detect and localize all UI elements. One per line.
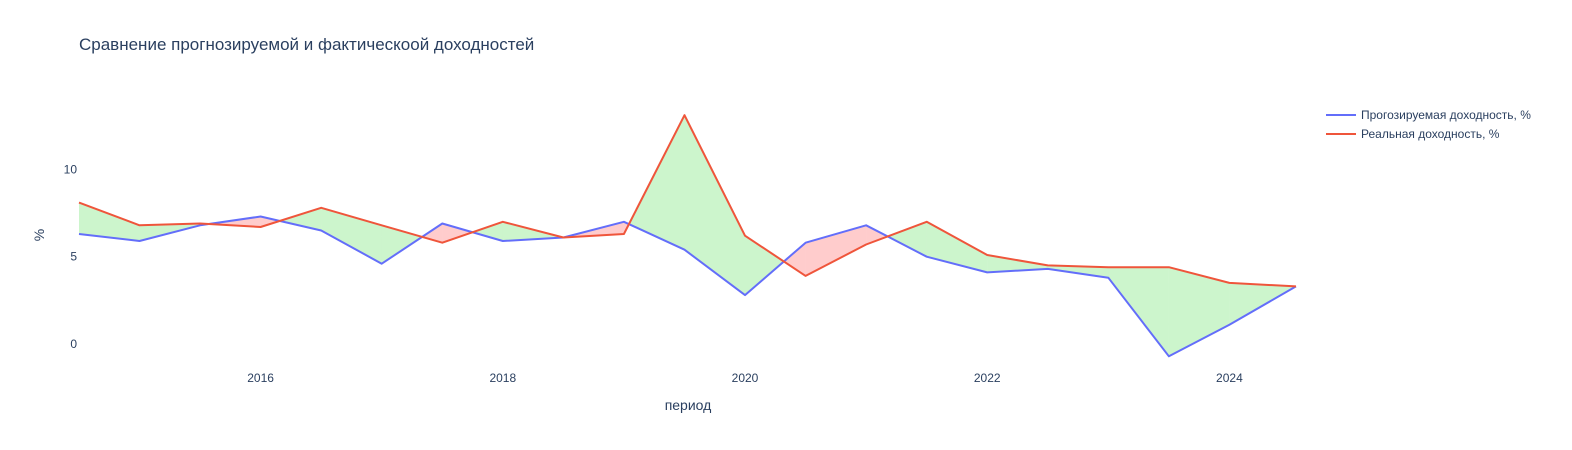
chart-title: Сравнение прогнозируемой и фактическоой … <box>79 35 534 54</box>
y-tick-label: 5 <box>70 250 77 264</box>
fill-segment <box>1168 267 1230 357</box>
fill-segment <box>279 207 322 231</box>
fill-segment <box>987 255 1048 273</box>
fill-segment <box>260 216 280 227</box>
x-tick-label: 2016 <box>247 371 274 385</box>
fill-segment <box>887 221 927 257</box>
x-tick-label: 2018 <box>489 371 516 385</box>
series-lines <box>78 114 1297 358</box>
legend-item-forecast[interactable]: Прогозируемая доходность, % <box>1326 108 1531 122</box>
fill-segment <box>442 223 473 243</box>
legend-label-actual: Реальная доходность, % <box>1361 127 1500 141</box>
legend-label-forecast: Прогозируемая доходность, % <box>1361 108 1531 122</box>
y-axis-ticks: 0 5 10 <box>64 162 78 351</box>
fill-segment <box>684 115 745 296</box>
y-axis-title: % <box>31 229 47 241</box>
legend-item-actual[interactable]: Реальная доходность, % <box>1326 127 1500 141</box>
fill-segment <box>1108 267 1169 357</box>
fill-segment <box>783 242 806 276</box>
x-tick-label: 2024 <box>1216 371 1243 385</box>
y-tick-label: 10 <box>64 162 78 176</box>
fill-segment <box>805 225 867 276</box>
fill-segment <box>79 202 140 241</box>
legend[interactable]: Прогозируемая доходность, % Реальная дох… <box>1326 108 1531 141</box>
x-axis-ticks: 2016 2018 2020 2022 2024 <box>247 371 1243 385</box>
y-tick-label: 0 <box>70 337 77 351</box>
series-line-actual[interactable] <box>78 114 1297 288</box>
fill-segment <box>472 221 503 241</box>
x-tick-label: 2022 <box>974 371 1001 385</box>
fill-segment <box>629 115 685 250</box>
fill-segment <box>745 235 784 296</box>
x-axis-title: период <box>665 397 712 413</box>
fill-segment <box>866 225 888 245</box>
x-tick-label: 2020 <box>732 371 759 385</box>
